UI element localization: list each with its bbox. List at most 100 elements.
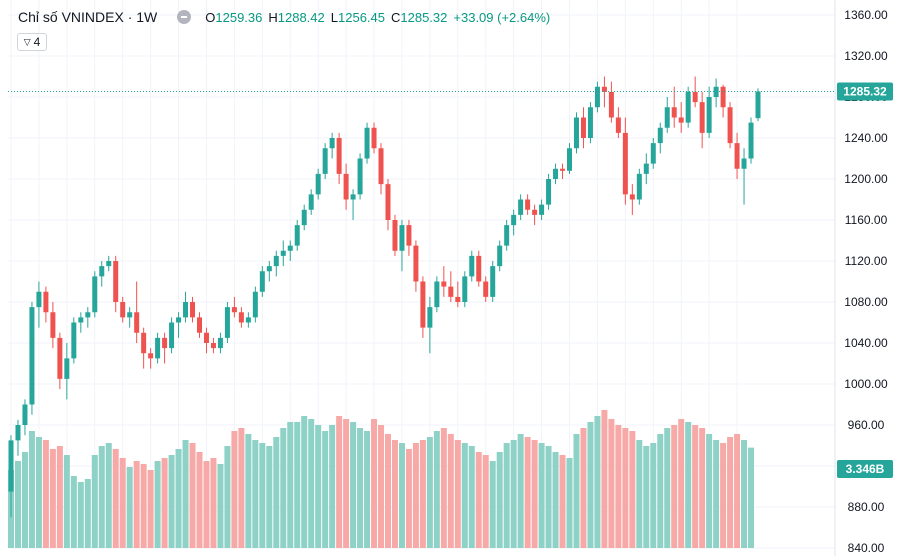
price-axis[interactable]: 1360.001320.001280.001240.001200.001160.…	[834, 0, 893, 556]
candle-body	[85, 312, 91, 318]
volume-bar	[594, 416, 601, 548]
volume-bar	[147, 470, 154, 548]
volume-bar	[63, 455, 70, 548]
volume-bar	[196, 452, 203, 548]
candle-body	[57, 337, 63, 379]
volume-bar	[56, 446, 63, 548]
volume-bar	[161, 458, 168, 548]
candle-body	[224, 307, 230, 338]
price-tick-label: 960.00	[848, 418, 885, 432]
price-tick-label: 1360.00	[844, 8, 888, 22]
volume-bar	[49, 449, 56, 548]
volume-bar	[552, 452, 559, 548]
indicator-collapse-button[interactable]: ▽ 4	[17, 33, 47, 51]
candle-body	[657, 127, 663, 144]
volume-bar	[524, 437, 531, 548]
last-price-badge	[837, 82, 893, 101]
candle-body	[525, 199, 531, 210]
volume-bar	[720, 443, 727, 548]
candle-body	[755, 91, 761, 119]
volume-bar	[426, 437, 433, 548]
volume-bar	[636, 440, 643, 548]
volume-bar	[384, 434, 391, 548]
volume-bar	[412, 443, 419, 548]
close-label: C	[391, 9, 401, 25]
candle-body	[148, 353, 154, 359]
candle-body	[343, 173, 349, 200]
volume-bar	[105, 443, 112, 548]
candle-body	[315, 173, 321, 195]
candle-body	[64, 358, 70, 379]
candle-body	[483, 281, 489, 297]
candle-body	[8, 440, 14, 492]
candle-body	[434, 281, 440, 308]
volume-bar	[391, 440, 398, 548]
candle-body	[162, 337, 168, 349]
candle-body	[196, 317, 202, 333]
candle-body	[203, 332, 209, 343]
volume-bar	[734, 434, 741, 548]
candle-body	[448, 286, 454, 297]
volume-bar	[21, 452, 28, 548]
candle-body	[399, 225, 405, 251]
candle-body	[78, 317, 84, 323]
price-tick-label: 1120.00	[845, 254, 888, 268]
candle-body	[664, 107, 670, 128]
price-tick-label: 880.00	[848, 500, 885, 514]
candle-body	[636, 173, 642, 200]
candle-body	[106, 261, 112, 267]
price-tick-label: 1080.00	[844, 295, 888, 309]
volume-bar	[699, 428, 706, 548]
volume-bar	[678, 419, 685, 548]
candle-body	[120, 302, 126, 318]
candle-body	[567, 148, 573, 171]
price-tick-label: 1000.00	[844, 377, 888, 391]
candle-body	[294, 225, 300, 246]
candle-body	[622, 132, 628, 195]
volume-bar	[685, 422, 692, 548]
volume-bar	[545, 446, 552, 548]
volume-bar	[531, 440, 538, 548]
volume-bar	[224, 446, 231, 548]
candle-body	[469, 255, 475, 277]
volume-bar	[461, 443, 468, 548]
candle-body	[601, 86, 607, 92]
candle-body	[511, 214, 517, 226]
price-tick-label: 1320.00	[844, 49, 888, 63]
candle-body	[155, 337, 161, 359]
candle-body	[329, 138, 335, 149]
candle-body	[427, 307, 433, 328]
volume-bar	[140, 464, 147, 548]
candle-body	[497, 245, 503, 267]
candle-body	[43, 291, 49, 313]
volume-bar	[14, 461, 21, 548]
volume-bar	[664, 428, 671, 548]
volume-bar	[126, 467, 133, 548]
volume-bar	[692, 425, 699, 548]
candle-body	[134, 312, 140, 333]
candle-body	[190, 302, 196, 318]
candle-body	[29, 307, 35, 405]
candle-body	[692, 91, 698, 103]
candle-body	[371, 127, 377, 149]
volume-bar	[91, 455, 98, 548]
volume-bar	[447, 434, 454, 548]
volume-bar	[28, 431, 35, 548]
volume-bar	[154, 461, 161, 548]
volume-bar	[252, 440, 259, 548]
candle-body	[685, 91, 691, 123]
volume-bar	[727, 437, 734, 548]
candle-body	[378, 148, 384, 185]
candle-body	[553, 168, 559, 179]
volume-bar	[503, 443, 510, 548]
high-value: 1288.42	[277, 9, 325, 25]
volume-bar	[538, 443, 545, 548]
volume-bar	[650, 443, 657, 548]
volume-bar	[468, 446, 475, 548]
candle-body	[608, 91, 614, 118]
candle-body	[532, 209, 538, 215]
eye-icon[interactable]	[177, 10, 192, 24]
volume-bar	[98, 446, 105, 548]
candle-body	[36, 291, 42, 308]
